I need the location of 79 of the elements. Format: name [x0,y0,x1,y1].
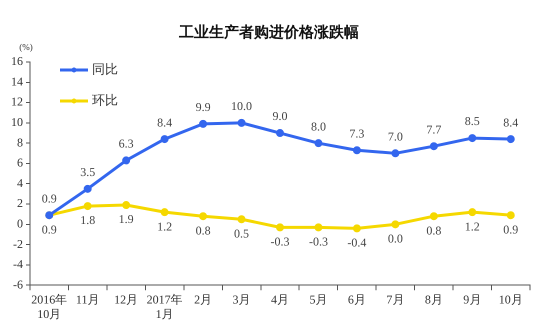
point [314,223,322,232]
y-tick-label: 14 [11,74,23,88]
data-label: 0.0 [388,231,403,246]
x-tick-label: 11月 [76,292,100,307]
data-label: 0.9 [42,191,57,206]
data-label: 9.0 [272,109,288,124]
y-tick-label: -2 [13,236,23,251]
data-label: 0.9 [42,222,57,236]
point [276,223,284,232]
data-label: -0.3 [270,234,290,249]
data-label: 9.9 [196,100,211,114]
y-tick-label: 6 [17,156,23,170]
x-tick-label: 2017年 1月 [146,292,183,321]
data-label: 8.0 [310,119,326,134]
point [122,156,130,164]
chart-title: 工业生产者购进价格涨跌幅 [178,22,359,41]
y-tick-label: 0 [17,216,23,230]
x-tick-label: 6月 [348,292,366,307]
point [199,120,208,128]
data-label: 0.5 [234,226,250,240]
point [391,220,400,228]
y-tick-label: 16 [11,54,23,68]
data-label: 8.4 [157,115,172,130]
data-label: 10.0 [231,99,252,114]
point [430,142,438,150]
y-tick-label: 12 [11,94,23,109]
point [352,146,361,154]
x-tick-label: 7月 [386,292,404,307]
point [199,212,208,220]
legend-label: 环比 [92,93,118,108]
point [84,184,92,193]
point [430,212,438,220]
point [122,201,130,210]
point [314,139,322,148]
x-tick-label: 2016年 10月 [31,292,68,321]
data-label: 0.8 [196,223,211,238]
data-label: 0.8 [426,223,442,238]
x-tick-label: 2月 [194,292,212,307]
y-tick-label: 2 [17,196,23,210]
data-label: 1.9 [118,212,134,226]
point [468,134,476,142]
point [468,208,476,216]
x-tick-label: 4月 [271,292,289,307]
data-label: -0.4 [347,236,366,250]
point [84,202,92,210]
data-label: 8.4 [503,115,518,130]
x-tick-label: 12月 [114,292,138,307]
data-label: 6.3 [118,136,134,151]
x-tick-label: 3月 [232,292,251,307]
point [506,211,515,220]
y-tick-label: 8 [17,135,23,150]
data-label: -0.3 [308,234,328,249]
legend-label: 同比 [92,62,118,78]
x-tick-label: 5月 [309,292,328,307]
data-label: 8.5 [464,114,480,128]
data-label: 7.7 [426,122,442,136]
data-label: 0.9 [503,222,518,236]
point [506,135,515,144]
point [276,129,284,138]
point [160,208,169,216]
data-label: 1.2 [157,219,172,234]
point [238,215,246,224]
y-tick-label: -6 [13,277,23,292]
y-tick-label: 10 [11,115,23,130]
y-tick-label: -4 [13,257,23,272]
y-tick-label: 4 [17,176,23,190]
x-tick-label: 8月 [424,292,443,307]
x-tick-label: 10月 [498,292,523,307]
data-label: 7.3 [349,126,364,140]
point [391,149,400,158]
data-label: 1.2 [464,219,480,234]
data-label: 7.0 [388,129,403,144]
point [160,135,169,144]
data-label: 1.8 [80,213,96,228]
point [238,118,246,127]
data-label: 3.5 [80,164,96,179]
y-axis-title: (%) [19,42,33,52]
point [352,224,361,232]
x-tick-label: 9月 [463,292,482,307]
